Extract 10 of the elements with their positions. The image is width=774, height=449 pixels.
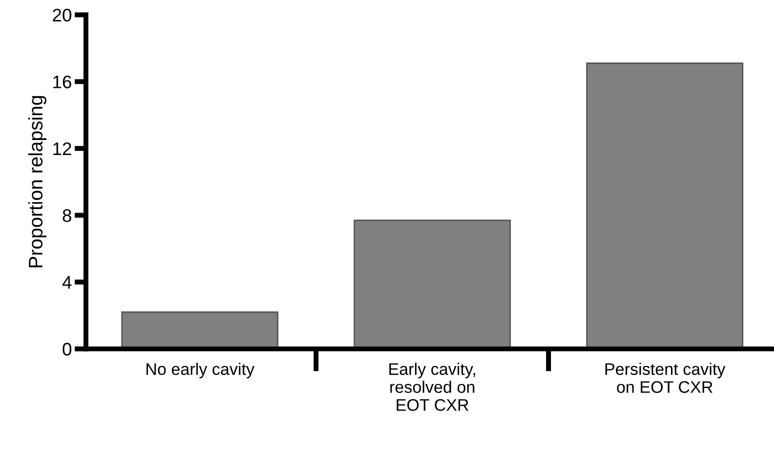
x-tick-label: Early cavity, resolved on EOT CXR bbox=[389, 362, 476, 411]
y-tick-label: 20 bbox=[52, 8, 72, 22]
y-tick-label: 4 bbox=[62, 276, 72, 289]
x-tick-label: Persistent cavity on EOT CXR bbox=[605, 362, 726, 393]
y-tick-label: 12 bbox=[53, 142, 72, 155]
x-tick-label: No early cavity bbox=[146, 362, 254, 378]
y-tick-label: 8 bbox=[62, 209, 72, 222]
y-tick-label: 0 bbox=[62, 342, 72, 356]
y-axis-title: Proportion relapsing bbox=[28, 96, 46, 268]
y-tick-label: 16 bbox=[53, 76, 72, 88]
